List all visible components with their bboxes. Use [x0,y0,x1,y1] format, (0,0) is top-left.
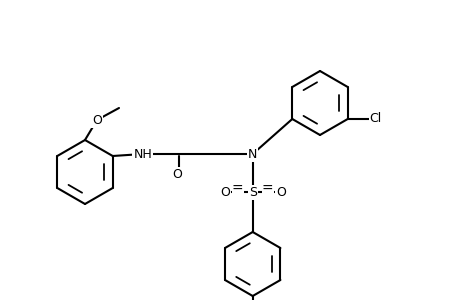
Text: O: O [219,185,229,199]
Text: O: O [92,113,102,127]
Text: NH: NH [133,148,152,160]
Text: =: = [261,182,273,196]
Text: S: S [248,185,256,199]
Text: =: = [231,182,243,196]
Text: Cl: Cl [369,112,381,125]
Text: N: N [247,148,257,160]
Text: O: O [171,167,181,181]
Text: O: O [275,185,285,199]
